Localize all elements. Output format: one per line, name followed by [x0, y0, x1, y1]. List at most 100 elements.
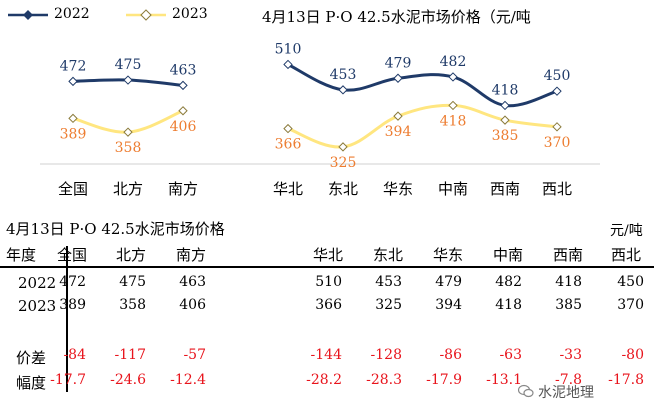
table-cell: -17.9	[426, 372, 462, 388]
table-cell: -128	[370, 347, 402, 363]
data-point-2022	[178, 80, 188, 91]
data-point-2022	[500, 100, 510, 111]
data-label-2023: 389	[60, 126, 87, 142]
data-point-2022	[338, 85, 348, 95]
table-cell: 510	[315, 274, 342, 290]
table-cell: 418	[495, 297, 522, 313]
watermark-text: 水泥地理	[538, 385, 594, 401]
table-header-cell: 全国	[56, 246, 87, 264]
table-cell: -144	[310, 347, 342, 363]
table-cell: -28.3	[366, 372, 402, 388]
data-label-2023: 370	[544, 135, 571, 151]
data-label-2023: 385	[492, 128, 519, 144]
wechat-icon	[518, 384, 534, 398]
table-header-cell: 华北	[312, 246, 343, 264]
table-header-cell: 东北	[372, 246, 403, 264]
x-tick-label: 北方	[113, 180, 143, 198]
table-cell: -63	[499, 347, 522, 363]
data-point-2023	[448, 100, 458, 111]
table-cell: 370	[617, 297, 644, 313]
table-cell: 325	[375, 297, 402, 313]
data-point-2022	[552, 86, 562, 96]
table-cell: 482	[495, 274, 522, 290]
table-cell: -28.2	[306, 372, 342, 388]
data-point-2023	[338, 142, 348, 152]
data-point-2023	[123, 127, 133, 137]
table-cell: 418	[555, 274, 582, 290]
table-cell: -33	[559, 347, 582, 363]
table-header-cell: 北方	[115, 246, 146, 264]
data-point-2022	[393, 73, 403, 83]
x-tick-label: 西南	[490, 180, 520, 198]
data-label-2023: 358	[115, 140, 142, 156]
data-point-2023	[283, 123, 293, 134]
x-tick-label: 华东	[383, 180, 413, 198]
data-point-2023	[68, 113, 78, 124]
table-cell: 450	[617, 274, 644, 290]
table-cell: 366	[315, 297, 342, 313]
table-cell: -17.8	[608, 372, 644, 388]
table-cell: 394	[435, 297, 462, 313]
table-header-cell: 西南	[552, 246, 583, 264]
table-row-label: 价差	[16, 349, 47, 367]
table-vertical-rule	[66, 246, 68, 392]
table-header-cell: 华东	[432, 246, 463, 264]
data-label-2023: 406	[170, 119, 197, 135]
line-chart: 472 475 463 389 358 406 全国 北方 南方 510 453 479 482 418 4…	[40, 41, 600, 198]
table-cell: -13.1	[486, 372, 522, 388]
table-cell: 479	[435, 274, 462, 290]
table-cell: -12.4	[170, 372, 206, 388]
table-cell: -17.7	[50, 372, 86, 388]
table-cell: 453	[375, 274, 402, 290]
table-cell: 475	[119, 274, 146, 290]
chart-title: 4月13日 P·O 42.5水泥市场价格（元/吨	[262, 8, 531, 26]
table-cell: 463	[179, 274, 206, 290]
table-header-cell: 南方	[175, 246, 206, 264]
data-point-2023	[393, 111, 403, 121]
data-point-2022	[448, 72, 458, 82]
legend-label-2023: 2023	[172, 6, 208, 22]
table-header-cell: 西北	[610, 246, 641, 264]
table-row-label: 2023	[18, 297, 57, 315]
table-cell: -84	[63, 347, 86, 363]
x-tick-label: 全国	[58, 180, 88, 198]
data-label-2022: 418	[492, 82, 519, 98]
table-cell: 389	[59, 297, 86, 313]
table-header-label: 年度	[6, 246, 37, 264]
legend-label-2022: 2022	[54, 6, 90, 22]
x-tick-label: 西北	[542, 180, 572, 198]
x-tick-label: 东北	[328, 180, 358, 198]
data-label-2022: 463	[170, 62, 197, 78]
data-label-2022: 450	[544, 68, 571, 84]
legend-line-2023	[126, 9, 166, 21]
data-point-2023	[552, 122, 562, 132]
table-cell: -80	[621, 347, 644, 363]
table-header-rule	[0, 266, 654, 268]
table-cell: -117	[114, 347, 146, 363]
table-cell: -24.6	[110, 372, 146, 388]
data-point-2023	[178, 106, 188, 116]
table-cell: -57	[183, 347, 206, 363]
data-label-2022: 453	[330, 67, 357, 83]
table-row-label: 幅度	[16, 374, 47, 392]
table-title: 4月13日 P·O 42.5水泥市场价格	[6, 220, 225, 238]
data-label-2023: 366	[275, 137, 302, 153]
table-cell: 472	[59, 274, 86, 290]
table-row-label: 2022	[18, 274, 57, 292]
data-label-2023: 418	[440, 113, 467, 129]
data-label-2022: 479	[385, 55, 412, 71]
data-label-2022: 510	[275, 41, 302, 57]
data-point-2023	[500, 115, 510, 125]
table-cell: -86	[439, 347, 462, 363]
table-cell: 406	[179, 297, 206, 313]
data-point-2022	[123, 75, 133, 85]
data-label-2022: 482	[440, 54, 467, 70]
data-label-2022: 475	[115, 57, 142, 73]
x-tick-label: 中南	[438, 180, 468, 198]
table-cell: 385	[555, 297, 582, 313]
legend-line-2022	[8, 10, 48, 20]
x-tick-label: 华北	[273, 180, 303, 198]
table-header-cell: 中南	[492, 246, 523, 264]
table-cell: -7.8	[555, 372, 582, 388]
